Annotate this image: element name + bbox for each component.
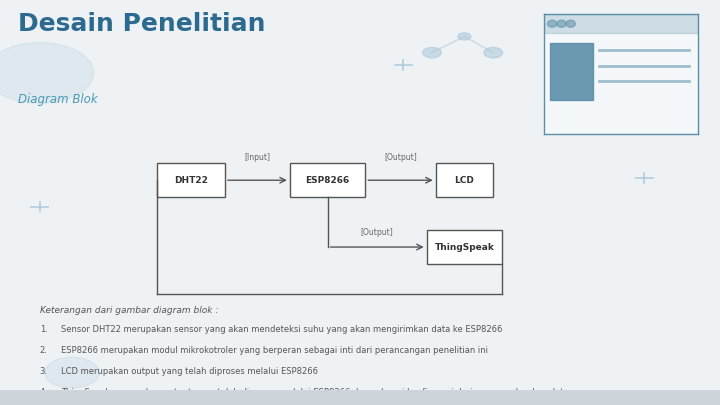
Bar <box>426 230 503 264</box>
Text: Sensor DHT22 merupakan sensor yang akan mendeteksi suhu yang akan mengirimkan da: Sensor DHT22 merupakan sensor yang akan … <box>61 325 503 334</box>
Bar <box>157 163 225 197</box>
Circle shape <box>458 33 471 40</box>
Text: 1.: 1. <box>40 325 48 334</box>
Circle shape <box>566 20 575 27</box>
Bar <box>550 43 593 100</box>
Bar <box>289 163 366 197</box>
Circle shape <box>423 47 441 58</box>
Bar <box>436 163 493 197</box>
Text: Keterangan dari gambar diagram blok :: Keterangan dari gambar diagram blok : <box>40 306 218 315</box>
Text: DHT22: DHT22 <box>174 176 208 185</box>
Text: ESP8266 merupakan modul mikrokotroler yang berperan sebagai inti dari perancanga: ESP8266 merupakan modul mikrokotroler ya… <box>61 346 488 355</box>
Text: ESP8266: ESP8266 <box>305 176 350 185</box>
Text: ThingSpeak merupakan output yang telah diproses melalui ESP8266 dan sebagai konf: ThingSpeak merupakan output yang telah d… <box>61 388 564 397</box>
Text: [Input]: [Input] <box>244 153 271 162</box>
Text: 4.: 4. <box>40 388 48 397</box>
Circle shape <box>547 20 557 27</box>
Circle shape <box>0 43 94 103</box>
Text: LCD: LCD <box>454 176 474 185</box>
Text: [Output]: [Output] <box>361 228 393 237</box>
Text: Desain Penelitian: Desain Penelitian <box>18 12 266 36</box>
Text: ThingSpeak: ThingSpeak <box>434 243 495 252</box>
Text: [Output]: [Output] <box>384 153 417 162</box>
Text: LCD merupakan output yang telah diproses melalui ESP8266: LCD merupakan output yang telah diproses… <box>61 367 318 376</box>
Bar <box>544 14 698 33</box>
Circle shape <box>45 357 99 388</box>
Circle shape <box>484 47 503 58</box>
Text: 3.: 3. <box>40 367 48 376</box>
Text: 2.: 2. <box>40 346 48 355</box>
Text: Diagram Blok: Diagram Blok <box>18 93 98 106</box>
Circle shape <box>557 20 566 27</box>
